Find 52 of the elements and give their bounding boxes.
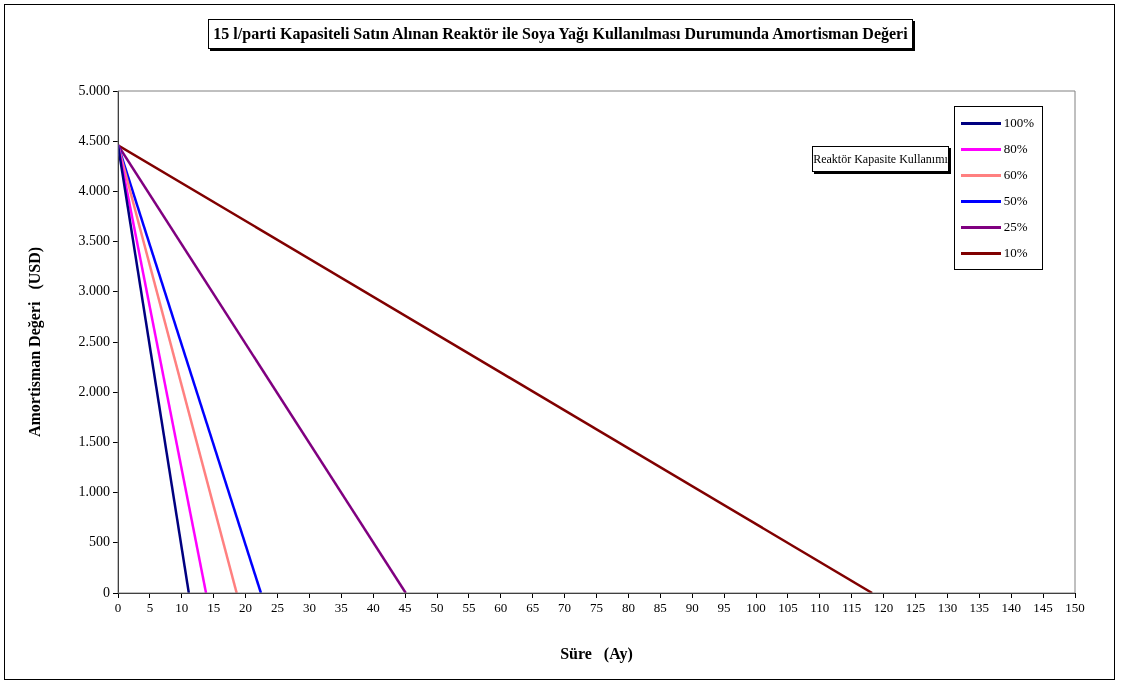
- legend-label: 100%: [1003, 115, 1034, 131]
- x-tick-label: 110: [810, 600, 830, 616]
- x-tick-label: 35: [334, 600, 348, 616]
- legend-title: Reaktör Kapasite Kullanımı: [812, 146, 949, 172]
- x-tick-label: 125: [905, 600, 926, 616]
- y-tick-label: 2.500: [78, 333, 110, 349]
- y-tick-label: 4.500: [78, 132, 110, 148]
- x-tick-label: 145: [1033, 600, 1053, 616]
- x-tick-label: 40: [366, 600, 380, 616]
- x-tick-label: 140: [1001, 600, 1021, 616]
- x-tick-label: 150: [1065, 600, 1085, 616]
- legend-label: 50%: [1003, 193, 1028, 209]
- x-tick-label: 135: [969, 600, 990, 616]
- x-tick-label: 130: [937, 600, 958, 616]
- x-tick-label: 105: [778, 600, 798, 616]
- y-axis-title: Amortisman Değeri (USD): [25, 246, 44, 438]
- legend-label: 25%: [1003, 219, 1028, 235]
- x-tick-label: 70: [558, 600, 572, 616]
- x-tick-label: 85: [653, 600, 667, 616]
- x-tick-label: 90: [685, 600, 699, 616]
- y-tick-label: 3.500: [78, 233, 110, 249]
- y-tick-label: 4.000: [78, 183, 110, 199]
- x-tick-label: 10: [175, 600, 189, 616]
- legend-label: 60%: [1003, 167, 1028, 183]
- y-tick-label: 1.500: [78, 434, 110, 450]
- x-tick-label: 65: [526, 600, 540, 616]
- x-tick-label: 0: [114, 600, 122, 616]
- chart-title: 15 l/parti Kapasiteli Satın Alınan Reaktör ile Soya Yağı Kullanılması Durumunda Amortisman Değeri: [208, 19, 913, 49]
- x-tick-label: 95: [717, 600, 731, 616]
- x-tick-label: 55: [462, 600, 476, 616]
- x-tick-label: 5: [146, 600, 154, 616]
- x-tick-label: 120: [873, 600, 894, 616]
- y-tick-label: 2.000: [78, 383, 110, 399]
- x-tick-label: 45: [398, 600, 412, 616]
- x-tick-label: 20: [239, 600, 253, 616]
- legend-label: 80%: [1003, 141, 1028, 157]
- x-tick-label: 80: [621, 600, 635, 616]
- x-tick-label: 50: [430, 600, 444, 616]
- legend-label: 10%: [1003, 245, 1028, 261]
- y-tick-label: 1.000: [78, 484, 110, 500]
- x-axis-title: Süre (Ay): [560, 644, 633, 663]
- x-tick-label: 30: [302, 600, 316, 616]
- x-tick-label: 25: [271, 600, 284, 616]
- x-tick-label: 100: [746, 600, 766, 616]
- x-tick-label: 115: [842, 600, 862, 616]
- y-tick-label: 3.000: [78, 283, 110, 299]
- x-tick-label: 75: [590, 600, 603, 616]
- x-tick-label: 60: [494, 600, 508, 616]
- x-tick-label: 15: [207, 600, 221, 616]
- y-tick-label: 500: [89, 534, 110, 550]
- y-tick-label: 5.000: [78, 82, 110, 98]
- y-tick-label: 0: [103, 584, 110, 600]
